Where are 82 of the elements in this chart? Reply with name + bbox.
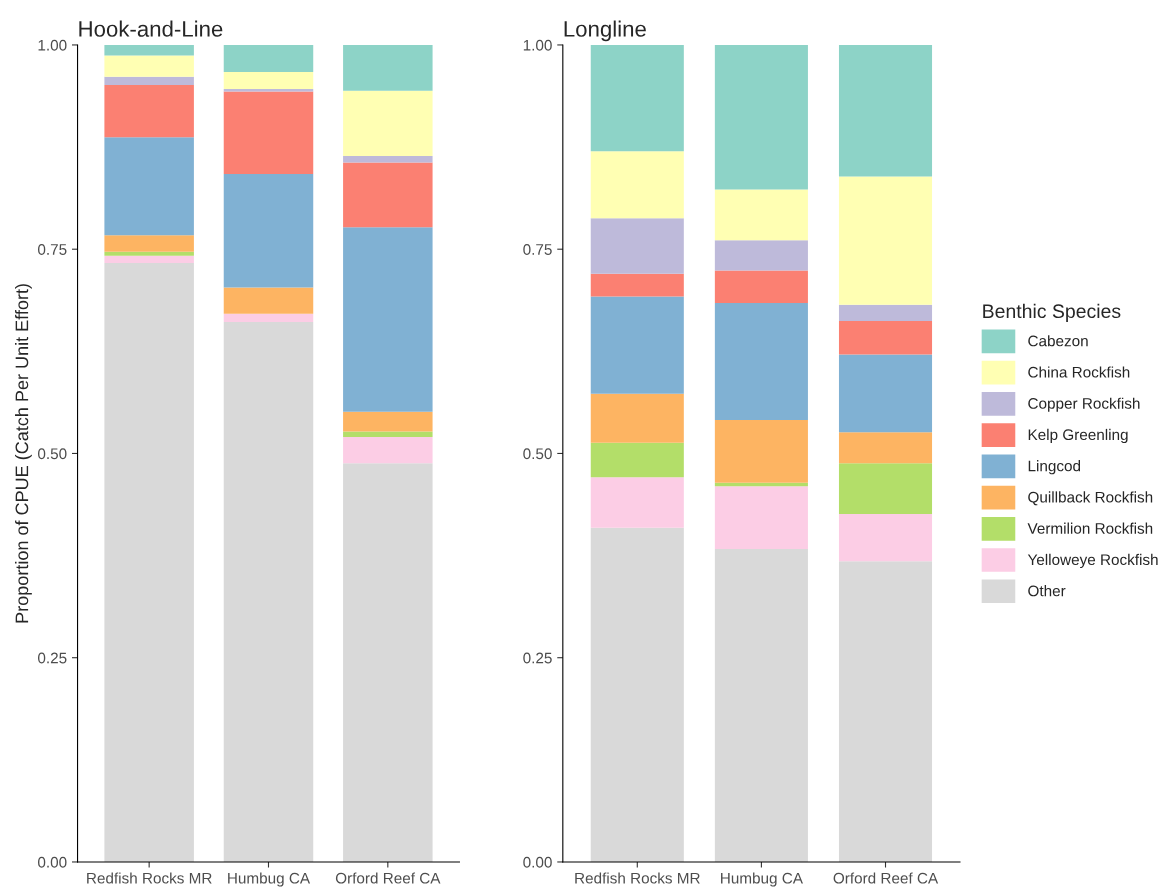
bar — [838, 513, 933, 562]
bar — [343, 162, 433, 228]
bar — [590, 393, 684, 443]
y-tick-label: 0.00 — [38, 856, 67, 868]
bar — [714, 486, 808, 550]
y-tick-label: 0.75 — [523, 244, 552, 255]
x-tick-label: Humbug CA — [228, 872, 311, 887]
bar — [838, 321, 933, 355]
bar — [590, 527, 684, 862]
bar — [714, 44, 808, 190]
bar — [714, 419, 808, 483]
bar — [104, 235, 194, 252]
bar — [223, 313, 314, 322]
x-tick-label: Orford Reef CA — [833, 872, 939, 884]
legend-label: Copper Rockfish — [1028, 397, 1140, 412]
bar — [714, 189, 808, 241]
bar — [104, 44, 194, 56]
bar — [104, 255, 194, 264]
bar — [104, 55, 194, 77]
bar — [343, 44, 433, 91]
legend-label: Cabezon — [1028, 335, 1088, 347]
bar — [223, 91, 314, 175]
legend-label: Vermilion Rockfish — [1027, 522, 1153, 534]
x-tick-label: Redfish Rocks MR — [87, 872, 212, 884]
y-tick-label: 0.25 — [523, 652, 552, 664]
legend-label: Lingcod — [1028, 460, 1081, 475]
bar — [590, 151, 684, 219]
bar — [590, 477, 684, 528]
bar — [714, 549, 808, 862]
chart-title: Hook-and-Line — [79, 20, 223, 37]
bar — [838, 432, 933, 464]
legend-label: Quillback Rockfish — [1028, 491, 1153, 506]
bar — [838, 463, 933, 514]
chart-title: Longline — [564, 20, 646, 42]
y-tick-label: 1.00 — [523, 39, 552, 51]
bar — [343, 90, 433, 157]
bar — [343, 411, 433, 432]
bar — [223, 44, 314, 72]
bar — [838, 354, 933, 433]
bar — [343, 431, 433, 438]
bar — [714, 303, 808, 420]
bar — [223, 71, 314, 90]
bar — [104, 76, 194, 85]
bar — [104, 263, 194, 862]
legend-label: Other — [1028, 585, 1066, 597]
x-tick-label: Redfish Rocks MR — [575, 872, 700, 884]
y-tick-label: 0.00 — [523, 856, 552, 868]
bar — [838, 44, 933, 177]
bar — [343, 156, 433, 163]
y-tick-label: 1.00 — [38, 39, 67, 51]
bar — [838, 304, 933, 322]
bar — [343, 437, 433, 464]
bar — [590, 296, 684, 394]
bar — [714, 482, 808, 487]
x-tick-label: Orford Reef CA — [335, 872, 441, 884]
bar — [223, 321, 314, 862]
y-axis-title: Proportion of CPUE (Catch Per Unit Effort) — [15, 284, 32, 623]
y-tick-label: 0.25 — [38, 652, 67, 664]
x-tick-label: Humbug CA — [721, 872, 803, 887]
bar — [223, 174, 314, 288]
bar — [590, 442, 684, 478]
legend-label: Kelp Greenling — [1028, 428, 1128, 444]
bar — [223, 89, 314, 92]
bar — [838, 176, 933, 305]
y-tick-label: 0.50 — [38, 448, 67, 460]
bar — [590, 44, 684, 152]
bar — [104, 251, 194, 256]
bar — [714, 240, 808, 271]
bar — [590, 273, 684, 297]
bar — [343, 463, 433, 862]
legend-title: Benthic Species — [983, 303, 1121, 322]
bar — [104, 84, 194, 138]
bar — [104, 137, 194, 236]
legend-label: China Rockfish — [1028, 366, 1130, 378]
bar — [714, 270, 808, 304]
legend-label: Yelloweye Rockfish — [1027, 553, 1158, 569]
bar — [223, 287, 314, 314]
bar — [838, 561, 933, 862]
y-tick-label: 0.75 — [38, 244, 67, 255]
y-tick-label: 0.50 — [523, 448, 552, 460]
bar — [343, 227, 433, 412]
bar — [590, 218, 684, 274]
